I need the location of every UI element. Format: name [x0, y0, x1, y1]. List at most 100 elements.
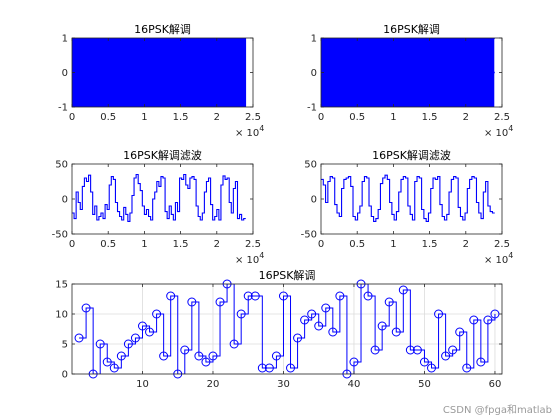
data-point — [130, 333, 140, 343]
data-point — [264, 363, 274, 373]
x-tick-label: 2 — [214, 112, 220, 123]
x-tick-label: 2 — [214, 239, 220, 250]
plot-area — [72, 164, 253, 234]
data-point — [229, 339, 239, 349]
y-tick-label: 0 — [311, 68, 317, 79]
x-tick-label: 0 — [69, 112, 75, 123]
data-point — [81, 303, 91, 313]
data-point — [307, 309, 317, 319]
subplot-5: 10 20 30 40 50 60 0 5 10 15 16PSK解调 — [55, 268, 503, 390]
x-exponent-label: × 104 — [484, 124, 513, 139]
series-group — [72, 38, 247, 107]
data-point — [166, 291, 176, 301]
x-tick-label: 0 — [69, 239, 75, 250]
data-point — [257, 363, 267, 373]
chart-title: 16PSK解调 — [259, 268, 316, 282]
y-tick-label: 10 — [55, 310, 68, 321]
watermark: CSDN @fpga和matlab — [442, 405, 552, 416]
data-point — [95, 339, 105, 349]
data-point — [469, 315, 479, 325]
data-point — [300, 315, 310, 325]
x-tick-label: 1.5 — [422, 112, 438, 123]
x-tick-label: 1 — [141, 112, 147, 123]
x-tick-label: 2.5 — [494, 112, 510, 123]
y-tick-label: 1 — [62, 34, 68, 45]
y-tick-label: -50 — [301, 230, 317, 241]
data-point — [116, 351, 126, 361]
x-tick-label: 1 — [390, 112, 396, 123]
x-tick-label: 1.5 — [422, 239, 438, 250]
x-tick-label: 10 — [136, 379, 149, 390]
data-point — [102, 357, 112, 367]
y-tick-label: 0 — [62, 370, 68, 381]
data-point — [391, 327, 401, 337]
data-point — [434, 309, 444, 319]
x-tick-label: 0.5 — [100, 239, 116, 250]
y-tick-label: 15 — [55, 280, 68, 291]
series-line — [321, 174, 495, 222]
x-tick-label: 2.5 — [245, 239, 261, 250]
data-point — [349, 357, 359, 367]
y-tick-label: 0 — [311, 195, 317, 206]
data-point — [490, 309, 500, 319]
data-point — [109, 363, 119, 373]
x-tick-label: 2 — [463, 112, 469, 123]
data-point — [384, 297, 394, 307]
data-point — [321, 303, 331, 313]
y-tick-label: -1 — [58, 103, 68, 114]
series-group — [321, 174, 495, 222]
y-tick-label: -1 — [307, 103, 317, 114]
data-point — [455, 327, 465, 337]
x-tick-label: 0 — [318, 112, 324, 123]
data-point — [159, 351, 169, 361]
x-exponent-label: × 104 — [235, 124, 264, 139]
x-tick-label: 20 — [207, 379, 220, 390]
data-point — [405, 345, 415, 355]
y-tick-label: 0 — [62, 195, 68, 206]
data-point — [476, 357, 486, 367]
data-point — [250, 291, 260, 301]
data-point — [427, 363, 437, 373]
data-point — [441, 351, 451, 361]
y-tick-label: 0 — [62, 68, 68, 79]
data-point — [194, 351, 204, 361]
y-tick-label: 50 — [55, 160, 68, 171]
data-point — [180, 345, 190, 355]
data-point — [286, 363, 296, 373]
data-point — [335, 291, 345, 301]
series-group — [321, 38, 495, 107]
data-point — [236, 309, 246, 319]
chart-title: 16PSK解调滤波 — [123, 148, 202, 162]
x-tick-label: 1.5 — [173, 112, 189, 123]
data-point — [419, 357, 429, 367]
x-tick-label: 1 — [141, 239, 147, 250]
data-point — [398, 285, 408, 295]
data-point — [314, 321, 324, 331]
data-point — [74, 333, 84, 343]
x-exponent-label: × 104 — [484, 251, 513, 266]
data-point — [412, 345, 422, 355]
data-point — [137, 321, 147, 331]
plot-area — [321, 164, 502, 234]
axes-box — [71, 283, 503, 375]
chart-title: 16PSK解调滤波 — [372, 148, 451, 162]
data-point — [363, 291, 373, 301]
data-point — [123, 339, 133, 349]
x-tick-label: 60 — [489, 379, 502, 390]
plot-area — [72, 284, 502, 374]
series-line — [72, 173, 246, 222]
data-point — [215, 297, 225, 307]
x-tick-label: 1.5 — [173, 239, 189, 250]
data-point — [462, 363, 472, 373]
data-point — [278, 291, 288, 301]
data-point — [370, 345, 380, 355]
series-line — [79, 284, 496, 374]
x-tick-label: 0.5 — [100, 112, 116, 123]
y-tick-label: 1 — [311, 34, 317, 45]
data-point — [187, 297, 197, 307]
